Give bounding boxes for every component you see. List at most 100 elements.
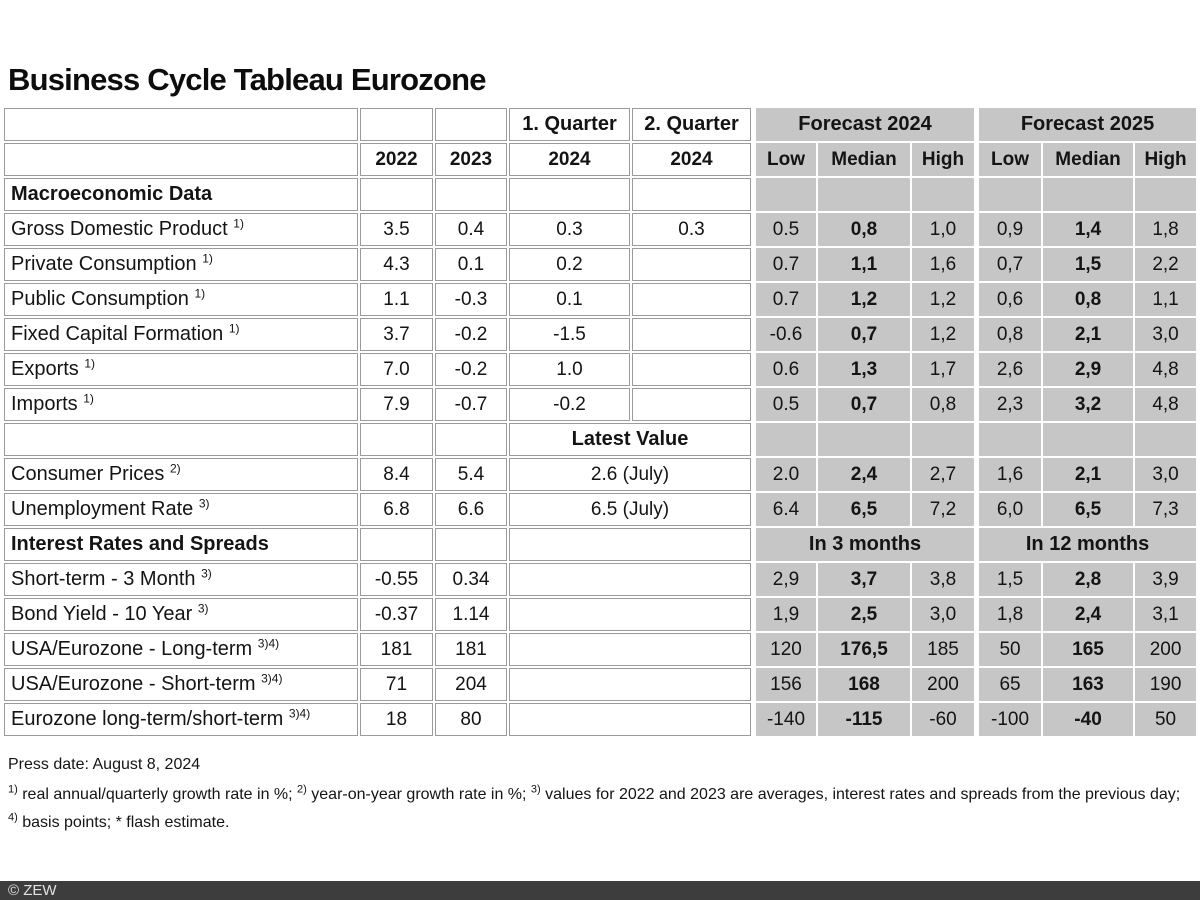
value-cell: -1.5 (509, 318, 630, 351)
table-row-unemployment: Unemployment Rate 3) 6.8 6.6 6.5 (July) … (4, 493, 1197, 526)
forecast-cell: 156 (756, 668, 816, 701)
forecast-2025-header: Forecast 2025 (979, 108, 1197, 141)
latest-value-cell (509, 598, 751, 631)
col-header-f24-median: Median (818, 143, 910, 176)
forecast-cell: 6,0 (979, 493, 1042, 526)
forecast-cell: 2,1 (1043, 318, 1134, 351)
col-header-f25-high: High (1135, 143, 1197, 176)
value-cell: 0.2 (509, 248, 630, 281)
forecast-cell: 0.6 (756, 353, 816, 386)
forecast-cell: 1,1 (818, 248, 910, 281)
section-title: Interest Rates and Spreads (4, 528, 358, 561)
group-gap (753, 143, 754, 176)
value-cell: 3.5 (360, 213, 433, 246)
value-cell: 7.0 (360, 353, 433, 386)
forecast-cell: 2,9 (756, 563, 816, 596)
table-row-bond-yield: Bond Yield - 10 Year 3) -0.37 1.14 1,9 2… (4, 598, 1197, 631)
value-cell: -0.2 (509, 388, 630, 421)
forecast-cell: 120 (756, 633, 816, 666)
forecast-cell: 1,2 (912, 283, 975, 316)
row-label: Exports 1) (4, 353, 358, 386)
row-label: Fixed Capital Formation 1) (4, 318, 358, 351)
forecast-cell: 1,2 (818, 283, 910, 316)
copyright-bar: © ZEW (0, 881, 1200, 900)
group-gap (753, 108, 754, 141)
forecast-2024-header: Forecast 2024 (756, 108, 975, 141)
forecast-cell: 200 (1135, 633, 1197, 666)
value-cell: -0.2 (435, 353, 507, 386)
forecast-cell: 2,4 (818, 458, 910, 491)
value-cell: 7.9 (360, 388, 433, 421)
forecast-cell: 2,2 (1135, 248, 1197, 281)
forecast-cell: -140 (756, 703, 816, 736)
value-cell: 8.4 (360, 458, 433, 491)
col-header-f24-high: High (912, 143, 975, 176)
table-row-fixed-capital: Fixed Capital Formation 1) 3.7 -0.2 -1.5… (4, 318, 1197, 351)
business-cycle-table: 1. Quarter 2. Quarter Forecast 2024 Fore… (2, 106, 1198, 738)
row-label: USA/Eurozone - Long-term 3)4) (4, 633, 358, 666)
latest-value-cell (509, 633, 751, 666)
forecast-cell: 4,8 (1135, 388, 1197, 421)
value-cell: -0.7 (435, 388, 507, 421)
forecast-cell: 0.7 (756, 283, 816, 316)
empty-cell (1043, 423, 1134, 456)
forecast-cell: 0,9 (979, 213, 1042, 246)
value-cell: 1.0 (509, 353, 630, 386)
row-label: Eurozone long-term/short-term 3)4) (4, 703, 358, 736)
row-label: Gross Domestic Product 1) (4, 213, 358, 246)
forecast-cell: 2,4 (1043, 598, 1134, 631)
latest-value-cell (509, 703, 751, 736)
forecast-cell: 168 (818, 668, 910, 701)
forecast-cell: 3,9 (1135, 563, 1197, 596)
empty-cell (912, 178, 975, 211)
value-cell: 204 (435, 668, 507, 701)
value-cell: 1.14 (435, 598, 507, 631)
row-label: USA/Eurozone - Short-term 3)4) (4, 668, 358, 701)
value-cell: 5.4 (435, 458, 507, 491)
empty-cell (435, 108, 507, 141)
q1-quarter-header: 1. Quarter (509, 108, 630, 141)
forecast-cell: 1,8 (1135, 213, 1197, 246)
value-cell: 4.3 (360, 248, 433, 281)
forecast-cell: 185 (912, 633, 975, 666)
group-gap (976, 108, 977, 141)
forecast-cell: 6.4 (756, 493, 816, 526)
empty-cell (632, 178, 751, 211)
forecast-cell: 2,9 (1043, 353, 1134, 386)
row-label: Private Consumption 1) (4, 248, 358, 281)
value-cell: -0.55 (360, 563, 433, 596)
forecast-cell: 3,0 (1135, 318, 1197, 351)
forecast-cell: 1,0 (912, 213, 975, 246)
forecast-cell: 3,2 (1043, 388, 1134, 421)
value-cell: -0.3 (435, 283, 507, 316)
empty-cell (979, 178, 1042, 211)
press-date: Press date: August 8, 2024 (8, 756, 201, 773)
table-row-public-consumption: Public Consumption 1) 1.1 -0.3 0.1 0.7 1… (4, 283, 1197, 316)
latest-value-cell: 6.5 (July) (509, 493, 751, 526)
in-12-months-header: In 12 months (979, 528, 1197, 561)
col-header-f24-low: Low (756, 143, 816, 176)
forecast-cell: 1,6 (979, 458, 1042, 491)
forecast-cell: 50 (1135, 703, 1197, 736)
forecast-cell: 1,4 (1043, 213, 1134, 246)
section-row-macroeconomic: Macroeconomic Data (4, 178, 1197, 211)
forecast-cell: 50 (979, 633, 1042, 666)
forecast-cell: 1,1 (1135, 283, 1197, 316)
value-cell: 18 (360, 703, 433, 736)
empty-cell (756, 423, 816, 456)
empty-cell (435, 423, 507, 456)
forecast-cell: 165 (1043, 633, 1134, 666)
table-row-imports: Imports 1) 7.9 -0.7 -0.2 0.5 0,7 0,8 2,3… (4, 388, 1197, 421)
value-cell: -0.2 (435, 318, 507, 351)
value-cell (632, 388, 751, 421)
empty-cell (435, 528, 507, 561)
table-row-consumer-prices: Consumer Prices 2) 8.4 5.4 2.6 (July) 2.… (4, 458, 1197, 491)
forecast-cell: 1,8 (979, 598, 1042, 631)
value-cell: 3.7 (360, 318, 433, 351)
empty-cell (1135, 178, 1197, 211)
forecast-cell: 200 (912, 668, 975, 701)
forecast-cell: -100 (979, 703, 1042, 736)
forecast-cell: 3,0 (1135, 458, 1197, 491)
empty-cell (979, 423, 1042, 456)
row-label: Consumer Prices 2) (4, 458, 358, 491)
